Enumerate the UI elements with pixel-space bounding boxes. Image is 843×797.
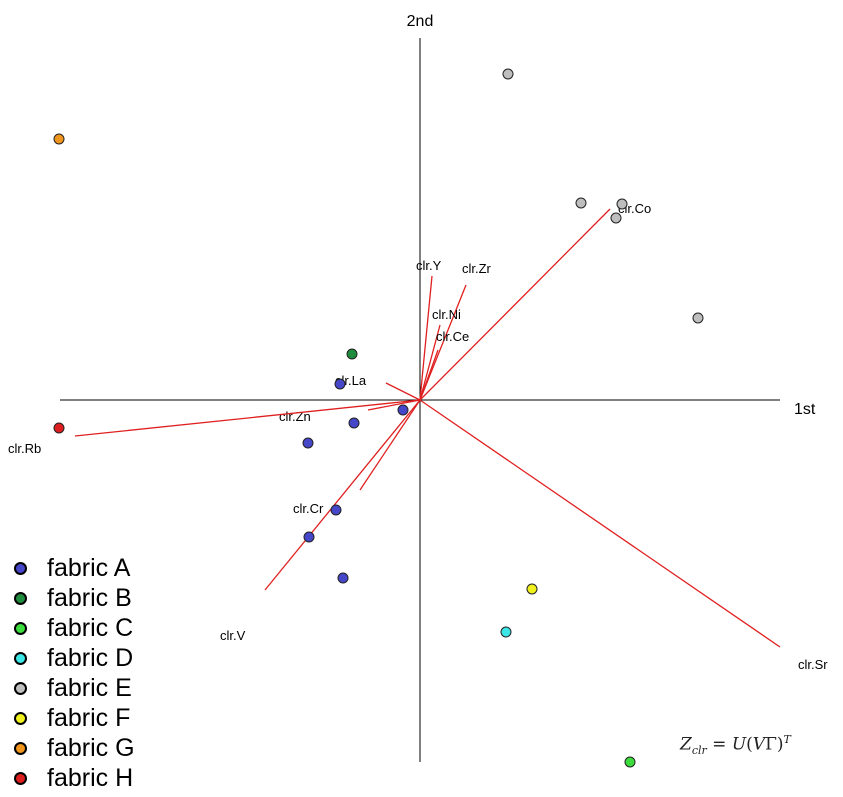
legend-label-fabric-g: fabric G	[47, 734, 135, 762]
loading-label-clr-ce: clr.Ce	[436, 329, 469, 344]
legend-item-fabric-d: fabric D	[12, 643, 135, 673]
data-point-fabric-a-5	[303, 531, 315, 543]
legend-label-fabric-d: fabric D	[47, 644, 134, 672]
formula-annotation: Zclr = U(VΓ)T	[680, 733, 791, 758]
legend-marker-fabric-a	[14, 561, 27, 575]
legend-marker-fabric-d	[14, 651, 27, 665]
legend-marker-fabric-g	[14, 741, 27, 755]
data-point-fabric-e-12	[610, 212, 622, 224]
loading-label-clr-ni: clr.Ni	[432, 307, 461, 322]
data-point-fabric-h-17	[53, 422, 65, 434]
legend-marker-fabric-b	[14, 591, 27, 605]
legend-marker-fabric-h	[14, 771, 27, 785]
loading-label-clr-sr: clr.Sr	[798, 657, 828, 672]
loading-label-clr-cr: clr.Cr	[293, 501, 324, 516]
loading-vector-clr-rb	[74, 399, 421, 437]
data-point-fabric-c-8	[624, 756, 636, 768]
data-point-fabric-d-9	[500, 626, 512, 638]
loading-vector-clr-zr	[419, 284, 467, 401]
legend-item-fabric-c: fabric C	[12, 613, 135, 643]
sample-points	[53, 68, 704, 768]
loading-vector-clr-v	[264, 399, 421, 591]
data-point-fabric-f-15	[526, 583, 538, 595]
legend-item-fabric-e: fabric E	[12, 673, 135, 703]
data-point-fabric-a-2	[348, 417, 360, 429]
y-axis-label: 2nd	[407, 13, 434, 30]
legend-marker-fabric-c	[14, 621, 27, 635]
loading-vector-clr-co	[419, 208, 611, 401]
data-point-fabric-a-0	[397, 404, 409, 416]
legend-item-fabric-h: fabric H	[12, 763, 135, 793]
legend-label-fabric-f: fabric F	[47, 704, 131, 732]
data-point-fabric-a-4	[330, 504, 342, 516]
legend-label-fabric-h: fabric H	[47, 764, 134, 792]
legend-marker-fabric-f	[14, 711, 27, 725]
legend-label-fabric-e: fabric E	[47, 674, 132, 702]
loading-label-clr-v: clr.V	[220, 628, 246, 643]
loading-vector-clr-zn	[367, 399, 421, 411]
data-point-fabric-e-10	[502, 68, 514, 80]
loading-vector-clr-sr	[419, 399, 781, 648]
data-point-fabric-a-6	[337, 572, 349, 584]
loading-vector-clr-cr	[359, 399, 421, 491]
legend-label-fabric-c: fabric C	[47, 614, 134, 642]
legend-label-fabric-b: fabric B	[47, 584, 132, 612]
data-point-fabric-e-11	[575, 197, 587, 209]
legend-marker-fabric-e	[14, 681, 27, 695]
loading-vector-clr-y	[419, 275, 433, 401]
x-axis-label: 1st	[794, 401, 816, 418]
loading-vector-clr-ni	[419, 324, 441, 401]
data-point-fabric-a-1	[334, 378, 346, 390]
loading-label-clr-y: clr.Y	[416, 258, 442, 273]
legend-item-fabric-g: fabric G	[12, 733, 135, 763]
data-point-fabric-g-16	[53, 133, 65, 145]
loading-vector-clr-la	[385, 382, 421, 401]
legend-label-fabric-a: fabric A	[47, 554, 131, 582]
data-point-fabric-e-14	[692, 312, 704, 324]
data-point-fabric-e-13	[616, 198, 628, 210]
legend-item-fabric-f: fabric F	[12, 703, 135, 733]
legend-item-fabric-a: fabric A	[12, 553, 135, 583]
data-point-fabric-a-3	[302, 437, 314, 449]
data-point-fabric-b-7	[346, 348, 358, 360]
loading-vector-clr-ce	[419, 349, 439, 401]
loading-label-clr-rb: clr.Rb	[8, 441, 41, 456]
legend-item-fabric-b: fabric B	[12, 583, 135, 613]
loading-label-clr-zr: clr.Zr	[462, 261, 492, 276]
